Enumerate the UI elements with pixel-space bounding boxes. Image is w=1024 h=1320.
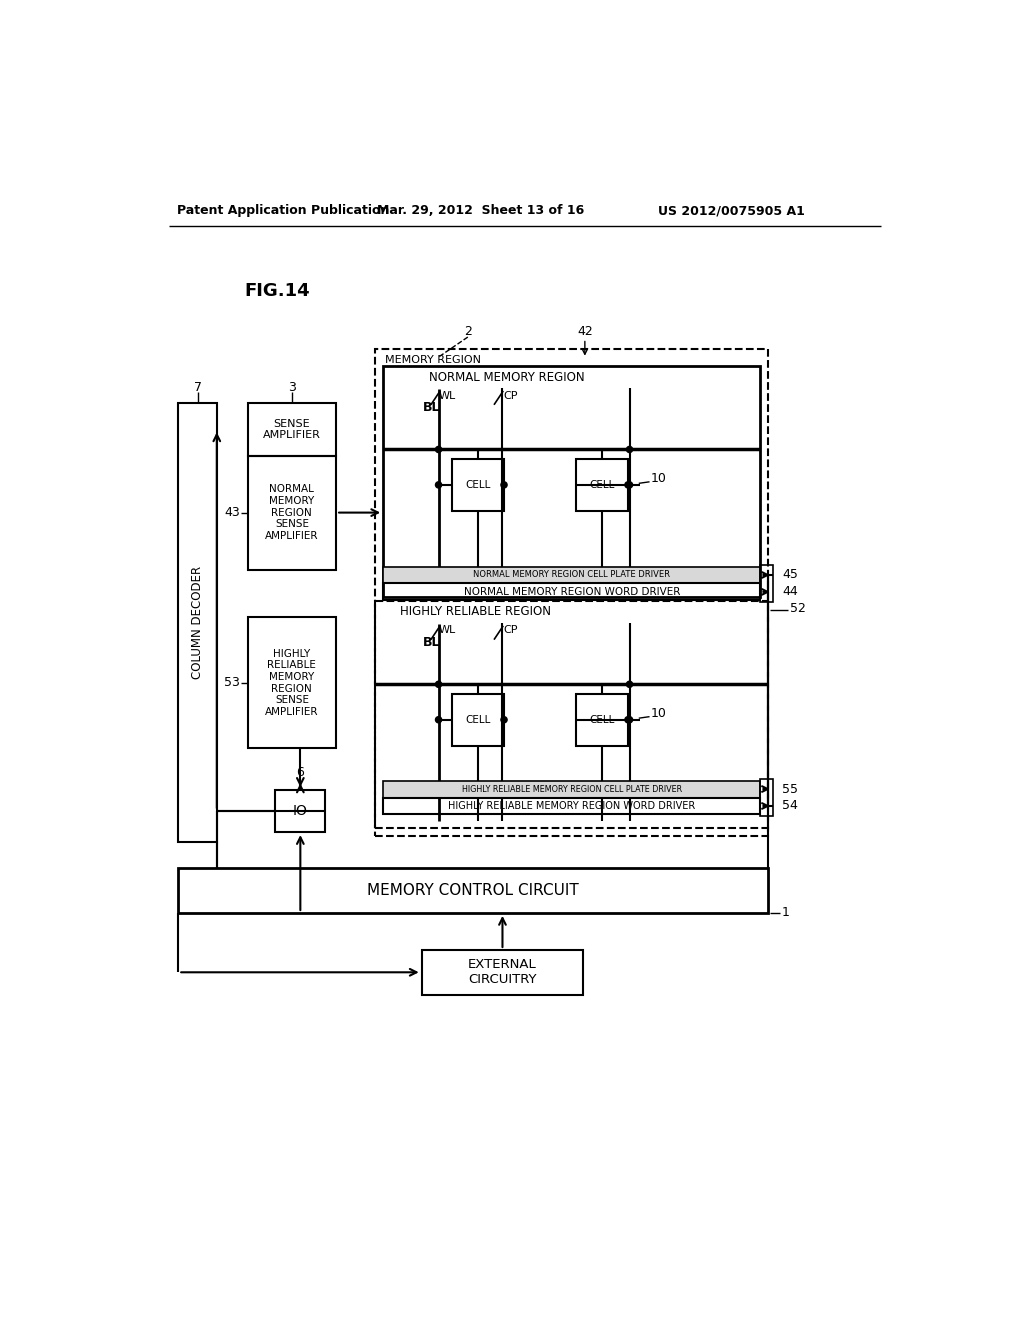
Text: WL: WL xyxy=(438,391,456,400)
Bar xyxy=(376,601,768,829)
Text: SENSE
AMPLIFIER: SENSE AMPLIFIER xyxy=(263,418,321,441)
Bar xyxy=(761,779,773,816)
Text: NORMAL MEMORY REGION WORD DRIVER: NORMAL MEMORY REGION WORD DRIVER xyxy=(464,587,680,597)
Text: 43: 43 xyxy=(224,506,240,519)
Text: NORMAL
MEMORY
REGION
SENSE
AMPLIFIER: NORMAL MEMORY REGION SENSE AMPLIFIER xyxy=(265,484,318,541)
Text: 10: 10 xyxy=(651,473,667,486)
Circle shape xyxy=(627,482,633,488)
Text: CELL: CELL xyxy=(465,480,490,490)
Bar xyxy=(383,583,761,601)
Text: US 2012/0075905 A1: US 2012/0075905 A1 xyxy=(657,205,805,218)
Bar xyxy=(383,780,761,797)
Circle shape xyxy=(435,717,441,723)
Text: FIG.14: FIG.14 xyxy=(245,282,310,300)
Text: 53: 53 xyxy=(224,676,240,689)
Bar xyxy=(376,350,768,836)
Bar xyxy=(383,367,761,598)
Bar xyxy=(275,789,326,832)
Text: NORMAL MEMORY REGION CELL PLATE DRIVER: NORMAL MEMORY REGION CELL PLATE DRIVER xyxy=(473,570,671,579)
Circle shape xyxy=(625,482,631,488)
Bar xyxy=(422,950,584,995)
Circle shape xyxy=(435,446,441,453)
Text: CELL: CELL xyxy=(589,714,614,725)
Text: BL: BL xyxy=(422,401,440,414)
Text: 55: 55 xyxy=(782,783,798,796)
Text: MEMORY REGION: MEMORY REGION xyxy=(385,355,481,366)
Circle shape xyxy=(435,482,441,488)
Text: EXTERNAL
CIRCUITRY: EXTERNAL CIRCUITRY xyxy=(468,958,537,986)
Circle shape xyxy=(435,681,441,688)
Text: HIGHLY RELIABLE MEMORY REGION WORD DRIVER: HIGHLY RELIABLE MEMORY REGION WORD DRIVE… xyxy=(449,801,695,810)
Text: CP: CP xyxy=(503,391,518,400)
Text: 3: 3 xyxy=(288,381,296,395)
Bar xyxy=(761,565,773,602)
Bar xyxy=(178,869,768,913)
Text: 6: 6 xyxy=(296,767,304,779)
Text: COLUMN DECODER: COLUMN DECODER xyxy=(191,566,204,680)
Text: 1: 1 xyxy=(782,907,790,920)
Text: Patent Application Publication: Patent Application Publication xyxy=(177,205,389,218)
Text: CELL: CELL xyxy=(465,714,490,725)
Circle shape xyxy=(625,717,631,723)
Text: 45: 45 xyxy=(782,569,798,582)
Bar xyxy=(575,459,628,511)
Bar xyxy=(178,404,217,842)
Bar xyxy=(383,566,761,583)
Text: 54: 54 xyxy=(782,800,798,813)
Text: IO: IO xyxy=(293,804,308,818)
Bar xyxy=(383,797,761,814)
Bar xyxy=(452,459,504,511)
Text: HIGHLY
RELIABLE
MEMORY
REGION
SENSE
AMPLIFIER: HIGHLY RELIABLE MEMORY REGION SENSE AMPL… xyxy=(265,648,318,717)
Text: 42: 42 xyxy=(577,325,593,338)
Text: 10: 10 xyxy=(651,708,667,721)
Circle shape xyxy=(501,482,507,488)
Text: 44: 44 xyxy=(782,585,798,598)
Bar xyxy=(248,618,336,748)
Circle shape xyxy=(627,717,633,723)
Bar xyxy=(575,693,628,746)
Text: 52: 52 xyxy=(790,602,806,615)
Text: BL: BL xyxy=(422,636,440,649)
Text: HIGHLY RELIABLE REGION: HIGHLY RELIABLE REGION xyxy=(400,606,551,619)
Text: NORMAL MEMORY REGION: NORMAL MEMORY REGION xyxy=(428,371,584,384)
Text: WL: WL xyxy=(438,626,456,635)
Circle shape xyxy=(627,446,633,453)
Bar xyxy=(248,404,336,455)
Text: 7: 7 xyxy=(194,381,202,395)
Text: MEMORY CONTROL CIRCUIT: MEMORY CONTROL CIRCUIT xyxy=(368,883,580,898)
Text: CP: CP xyxy=(503,626,518,635)
Bar xyxy=(248,455,336,570)
Text: 2: 2 xyxy=(464,325,472,338)
Circle shape xyxy=(627,681,633,688)
Text: HIGHLY RELIABLE MEMORY REGION CELL PLATE DRIVER: HIGHLY RELIABLE MEMORY REGION CELL PLATE… xyxy=(462,784,682,793)
Bar xyxy=(452,693,504,746)
Circle shape xyxy=(501,717,507,723)
Text: Mar. 29, 2012  Sheet 13 of 16: Mar. 29, 2012 Sheet 13 of 16 xyxy=(377,205,585,218)
Text: CELL: CELL xyxy=(589,480,614,490)
